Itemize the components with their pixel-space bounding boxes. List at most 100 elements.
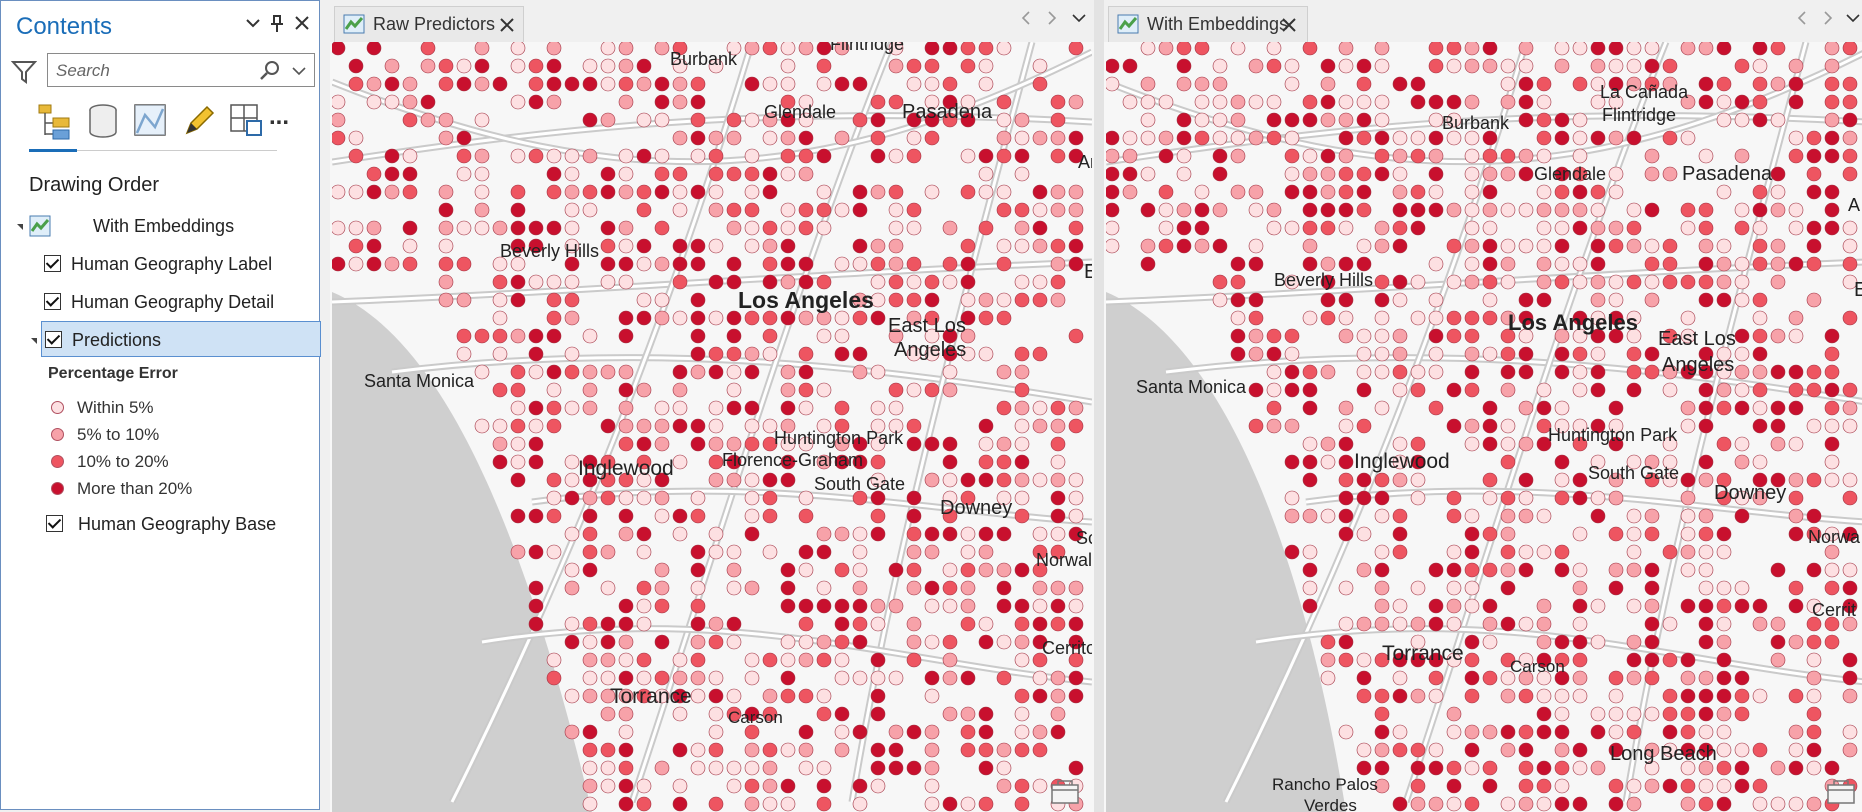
prediction-point bbox=[1338, 616, 1354, 632]
prediction-point bbox=[636, 778, 652, 794]
map-canvas[interactable]: La Cañada Flintridge Burbank Glendale Pa… bbox=[1106, 42, 1862, 812]
prediction-point bbox=[438, 202, 454, 218]
prediction-point bbox=[1518, 508, 1534, 524]
prediction-point bbox=[798, 508, 814, 524]
prediction-point bbox=[1014, 112, 1030, 128]
scroll-tabs-right-button[interactable] bbox=[1046, 10, 1058, 31]
tree-item-human-geography-detail[interactable]: Human Geography Detail bbox=[41, 287, 321, 317]
map-tools-button[interactable] bbox=[1050, 780, 1080, 806]
layer-visibility-checkbox[interactable] bbox=[45, 331, 62, 348]
prediction-point bbox=[1680, 310, 1696, 326]
view-splitter[interactable] bbox=[1094, 0, 1104, 812]
map-view-with-embeddings: With Embeddings La Cañada Flintridge Bur… bbox=[1104, 0, 1862, 812]
prediction-point bbox=[816, 328, 832, 344]
prediction-point bbox=[1320, 634, 1336, 650]
prediction-point bbox=[1140, 94, 1156, 110]
more-options-button[interactable]: ... bbox=[269, 103, 290, 130]
list-by-snapping-button[interactable] bbox=[227, 101, 267, 141]
prediction-point bbox=[1392, 130, 1408, 146]
place-label: South Gate bbox=[814, 474, 905, 494]
pane-options-button[interactable] bbox=[245, 15, 261, 36]
scroll-tabs-left-button[interactable] bbox=[1796, 10, 1808, 31]
prediction-point bbox=[1716, 778, 1732, 794]
prediction-point bbox=[1806, 598, 1822, 614]
list-by-drawing-order-button[interactable] bbox=[35, 101, 75, 141]
tab-list-button[interactable] bbox=[1072, 10, 1086, 31]
prediction-point bbox=[546, 508, 562, 524]
prediction-point bbox=[726, 454, 742, 470]
chevron-left-icon bbox=[1797, 11, 1806, 25]
prediction-point bbox=[654, 634, 670, 650]
prediction-point bbox=[996, 562, 1012, 578]
close-tab-button[interactable] bbox=[1281, 11, 1297, 39]
close-icon bbox=[500, 18, 514, 32]
prediction-point bbox=[1518, 760, 1534, 776]
prediction-point bbox=[834, 598, 850, 614]
prediction-point bbox=[888, 418, 904, 434]
prediction-point bbox=[798, 364, 814, 380]
list-by-editing-button[interactable] bbox=[179, 101, 219, 141]
layer-visibility-checkbox[interactable] bbox=[44, 255, 61, 272]
prediction-point bbox=[816, 58, 832, 74]
close-tab-button[interactable] bbox=[499, 11, 515, 39]
scroll-tabs-left-button[interactable] bbox=[1020, 10, 1032, 31]
auto-hide-pin-button[interactable] bbox=[269, 15, 285, 38]
map-tools-icon bbox=[1051, 780, 1079, 804]
prediction-point bbox=[1698, 94, 1714, 110]
prediction-point bbox=[1716, 42, 1732, 56]
list-by-selection-button[interactable] bbox=[131, 101, 171, 141]
list-by-source-button[interactable] bbox=[83, 101, 123, 141]
prediction-point bbox=[726, 634, 742, 650]
prediction-point bbox=[510, 436, 526, 452]
prediction-point bbox=[1014, 490, 1030, 506]
scroll-tabs-right-button[interactable] bbox=[1822, 10, 1834, 31]
prediction-point bbox=[1518, 148, 1534, 164]
prediction-point bbox=[492, 346, 508, 362]
prediction-point bbox=[618, 42, 634, 56]
prediction-point bbox=[834, 76, 850, 92]
filter-button[interactable] bbox=[10, 59, 38, 90]
prediction-point bbox=[1032, 778, 1048, 794]
tab-list-button[interactable] bbox=[1846, 10, 1860, 31]
tree-item-predictions[interactable]: Predictions bbox=[41, 321, 321, 357]
prediction-point bbox=[924, 346, 940, 362]
prediction-point bbox=[780, 130, 796, 146]
collapse-toggle[interactable] bbox=[31, 338, 37, 344]
prediction-point bbox=[1446, 580, 1462, 596]
search-button[interactable] bbox=[260, 60, 280, 85]
prediction-point bbox=[1266, 346, 1282, 362]
search-options-button[interactable] bbox=[292, 64, 306, 83]
prediction-point bbox=[1014, 400, 1030, 416]
prediction-point bbox=[1662, 238, 1678, 254]
prediction-point bbox=[942, 490, 958, 506]
prediction-point bbox=[510, 418, 526, 434]
prediction-point bbox=[1230, 148, 1246, 164]
map-canvas[interactable]: Burbank Flintridge Glendale Pasadena Ar … bbox=[332, 42, 1092, 812]
tree-item-map[interactable]: With Embeddings bbox=[11, 211, 311, 241]
prediction-point bbox=[798, 724, 814, 740]
search-input[interactable] bbox=[54, 59, 248, 83]
tab-raw-predictors[interactable]: Raw Predictors bbox=[334, 6, 524, 42]
prediction-point bbox=[1572, 418, 1588, 434]
layer-visibility-checkbox[interactable] bbox=[46, 515, 63, 532]
layer-visibility-checkbox[interactable] bbox=[44, 293, 61, 310]
prediction-point bbox=[762, 184, 778, 200]
prediction-point bbox=[672, 652, 688, 668]
tree-item-human-geography-label[interactable]: Human Geography Label bbox=[41, 249, 321, 279]
close-pane-button[interactable] bbox=[294, 15, 310, 36]
prediction-point bbox=[1842, 166, 1858, 182]
prediction-point bbox=[1392, 238, 1408, 254]
prediction-point bbox=[1410, 742, 1426, 758]
collapse-toggle[interactable] bbox=[17, 224, 23, 230]
prediction-point bbox=[1032, 292, 1048, 308]
prediction-point bbox=[1788, 760, 1804, 776]
tree-item-human-geography-base[interactable]: Human Geography Base bbox=[41, 509, 321, 539]
map-tools-button[interactable] bbox=[1826, 780, 1856, 806]
tab-with-embeddings[interactable]: With Embeddings bbox=[1108, 6, 1308, 42]
prediction-point bbox=[1716, 526, 1732, 542]
prediction-point bbox=[1356, 202, 1372, 218]
prediction-point bbox=[1806, 292, 1822, 308]
prediction-point bbox=[942, 472, 958, 488]
prediction-point bbox=[1590, 598, 1606, 614]
prediction-point bbox=[438, 274, 454, 290]
